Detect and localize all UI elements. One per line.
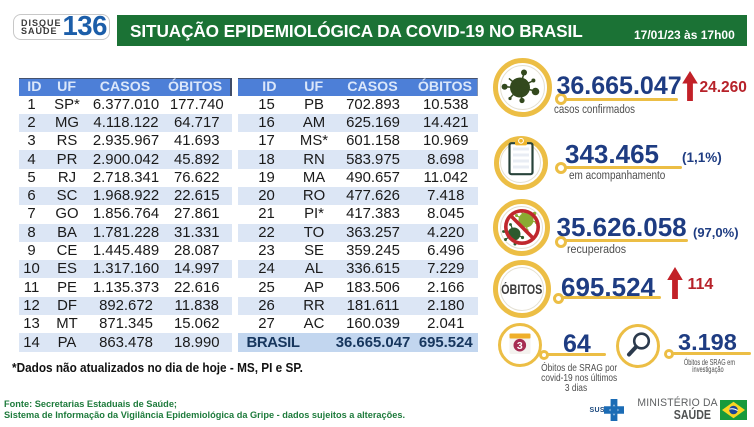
svg-text:3: 3 (517, 340, 523, 352)
